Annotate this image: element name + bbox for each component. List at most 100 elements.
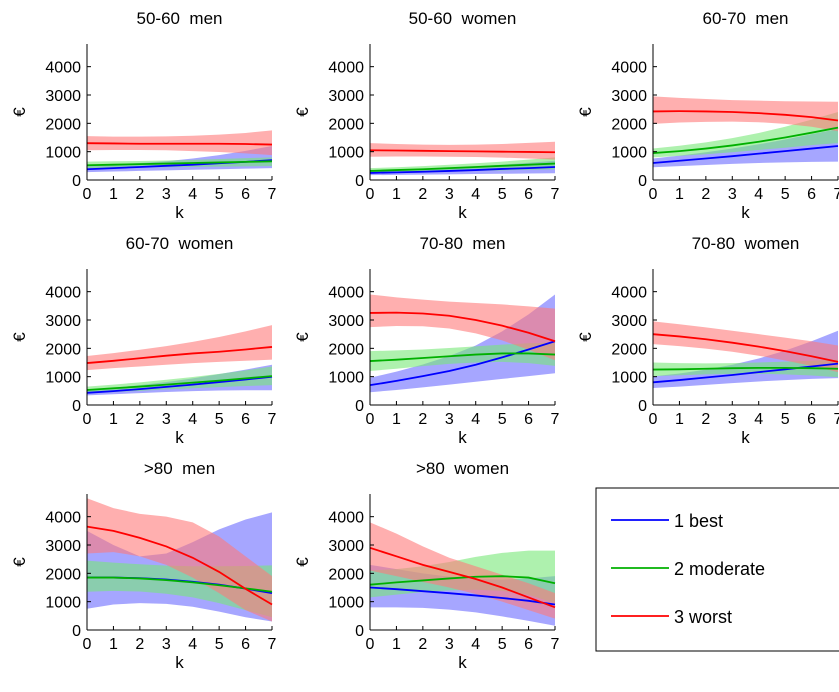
x-axis-label: k (741, 203, 750, 222)
x-tick-label: 3 (162, 636, 171, 653)
y-tick-label: 0 (638, 398, 647, 415)
panel-title: 70-80 women (692, 234, 800, 253)
y-tick-label: 4000 (611, 285, 647, 302)
y-tick-label: 0 (355, 623, 364, 640)
x-tick-label: 6 (524, 186, 533, 203)
y-axis-label: € (10, 107, 29, 117)
series-line-worst (86, 142, 273, 146)
series-line-best (652, 145, 839, 164)
band-worst (87, 498, 272, 622)
y-tick-label: 3000 (328, 313, 364, 330)
x-tick-label: 1 (109, 636, 118, 653)
panel-title: 60-70 women (126, 234, 234, 253)
x-tick-label: 1 (675, 186, 684, 203)
x-tick-label: 2 (418, 636, 427, 653)
y-axis-label: € (576, 332, 595, 342)
x-axis-label: k (175, 653, 184, 672)
y-tick-label: 2000 (45, 116, 81, 133)
x-tick-label: 6 (807, 411, 816, 428)
series-line-worst (369, 149, 556, 154)
x-tick-label: 4 (188, 411, 197, 428)
band-worst (87, 325, 272, 371)
y-tick-label: 2000 (45, 341, 81, 358)
panel-title: >80 women (416, 459, 509, 478)
y-axis-label: € (576, 107, 595, 117)
series-line-best (369, 166, 556, 174)
x-tick-label: 7 (268, 186, 277, 203)
x-axis-label: k (741, 428, 750, 447)
band-moderate (370, 342, 555, 371)
series-line-moderate (87, 576, 273, 593)
x-tick-label: 3 (162, 411, 171, 428)
y-tick-label: 4000 (328, 510, 364, 527)
series-line-best (369, 340, 556, 387)
x-tick-label: 5 (498, 186, 507, 203)
y-tick-label: 3000 (611, 88, 647, 105)
x-tick-label: 1 (675, 411, 684, 428)
series-line-moderate (652, 366, 839, 371)
y-tick-label: 1000 (45, 595, 81, 612)
band-best (370, 294, 555, 393)
x-tick-label: 2 (135, 186, 144, 203)
y-tick-label: 2000 (328, 116, 364, 133)
x-tick-label: 3 (728, 186, 737, 203)
legend-box (595, 487, 839, 652)
y-axis-label: € (10, 557, 29, 567)
y-tick-label: 4000 (328, 285, 364, 302)
x-tick-label: 0 (83, 636, 92, 653)
x-tick-label: 4 (754, 411, 763, 428)
series-line-worst (369, 546, 556, 609)
x-tick-label: 3 (445, 411, 454, 428)
y-axis-label: € (10, 332, 29, 342)
series-line-worst (652, 110, 839, 122)
x-tick-label: 4 (471, 186, 480, 203)
series-line-worst (86, 346, 273, 364)
x-tick-label: 4 (754, 186, 763, 203)
x-tick-label: 5 (215, 636, 224, 653)
x-tick-label: 2 (701, 411, 710, 428)
y-tick-label: 2000 (611, 341, 647, 358)
y-tick-label: 0 (355, 398, 364, 415)
x-tick-label: 5 (498, 411, 507, 428)
series-line-best (652, 362, 839, 384)
x-tick-label: 7 (551, 411, 560, 428)
band-moderate (653, 112, 838, 158)
series-line-moderate (652, 126, 839, 154)
x-axis-label: k (175, 203, 184, 222)
y-tick-label: 1000 (611, 145, 647, 162)
series-line-moderate (369, 575, 556, 586)
x-tick-label: 7 (834, 411, 839, 428)
x-tick-label: 5 (498, 636, 507, 653)
y-axis-label: € (293, 332, 312, 342)
series-line-worst (86, 525, 273, 606)
x-tick-label: 4 (188, 186, 197, 203)
legend: 1 best 2 moderate 3 worst (595, 487, 839, 652)
series-line-moderate (369, 162, 556, 172)
series-line-moderate (86, 375, 273, 391)
y-tick-label: 4000 (45, 60, 81, 77)
x-tick-label: 3 (162, 186, 171, 203)
x-tick-label: 5 (781, 186, 790, 203)
y-tick-label: 0 (355, 173, 364, 190)
y-tick-label: 1000 (328, 370, 364, 387)
panel-title: 50-60 men (137, 9, 223, 28)
x-tick-label: 5 (215, 411, 224, 428)
y-tick-label: 3000 (611, 313, 647, 330)
x-axis-label: k (458, 653, 467, 672)
y-tick-label: 3000 (45, 88, 81, 105)
y-tick-label: 0 (72, 173, 81, 190)
x-tick-label: 2 (418, 186, 427, 203)
y-tick-label: 0 (638, 173, 647, 190)
legend-label-moderate: 2 moderate (674, 559, 765, 579)
series-line-moderate (369, 352, 556, 362)
x-tick-label: 3 (728, 411, 737, 428)
y-tick-label: 1000 (611, 370, 647, 387)
